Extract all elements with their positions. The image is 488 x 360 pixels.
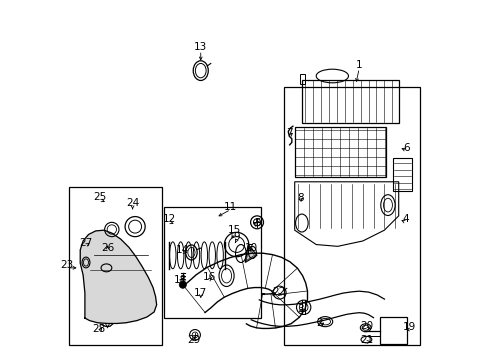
Bar bbox=[379, 318, 406, 344]
Text: 15: 15 bbox=[227, 225, 241, 235]
Bar bbox=[69, 187, 162, 345]
Text: 16: 16 bbox=[203, 272, 216, 282]
Text: 4: 4 bbox=[402, 215, 408, 224]
Text: 17: 17 bbox=[194, 288, 207, 298]
Bar bbox=[300, 74, 304, 84]
Text: 11: 11 bbox=[224, 202, 237, 212]
Bar bbox=[294, 127, 386, 177]
Polygon shape bbox=[246, 247, 254, 261]
Bar bbox=[163, 207, 260, 318]
Text: 18: 18 bbox=[173, 275, 186, 285]
Text: 2: 2 bbox=[316, 319, 323, 328]
Text: 21: 21 bbox=[359, 334, 372, 345]
Text: 14: 14 bbox=[176, 245, 189, 255]
Text: 28: 28 bbox=[92, 324, 106, 334]
Text: 24: 24 bbox=[126, 198, 139, 208]
Bar bbox=[392, 158, 411, 191]
Text: 12: 12 bbox=[162, 215, 176, 224]
Bar bbox=[284, 87, 419, 345]
Text: 9: 9 bbox=[233, 232, 240, 242]
Text: 26: 26 bbox=[101, 243, 114, 253]
Text: 23: 23 bbox=[60, 260, 74, 270]
Text: 5: 5 bbox=[253, 218, 260, 228]
Text: 20: 20 bbox=[359, 321, 372, 331]
Text: 13: 13 bbox=[194, 42, 207, 52]
Text: 25: 25 bbox=[94, 192, 107, 202]
Text: 27: 27 bbox=[79, 238, 92, 248]
Text: 29: 29 bbox=[187, 334, 201, 345]
Text: 1: 1 bbox=[355, 60, 362, 70]
Text: 22: 22 bbox=[271, 287, 285, 297]
Text: 3: 3 bbox=[296, 304, 303, 314]
Bar bbox=[301, 80, 398, 123]
Text: 19: 19 bbox=[402, 322, 415, 332]
Circle shape bbox=[179, 281, 186, 288]
Polygon shape bbox=[80, 230, 156, 323]
Text: 10: 10 bbox=[244, 243, 258, 253]
Text: 6: 6 bbox=[403, 143, 409, 153]
Text: 8: 8 bbox=[296, 193, 303, 203]
Text: 7: 7 bbox=[285, 129, 292, 138]
